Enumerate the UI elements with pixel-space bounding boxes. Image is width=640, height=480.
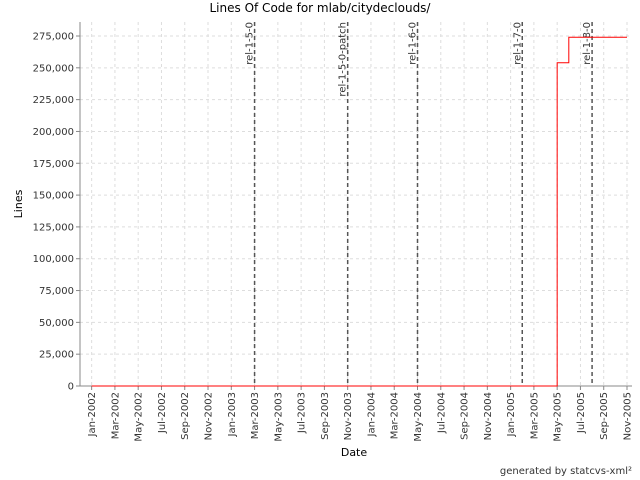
release-label: rel-1-8-0 [582,22,593,65]
x-tick-label: Sep-2003 [320,392,331,440]
y-tick-label: 175,000 [33,159,74,170]
x-tick-label: Nov-2004 [483,392,494,440]
x-tick-label: Mar-2003 [250,392,261,439]
y-tick-label: 75,000 [39,286,74,297]
y-tick-label: 250,000 [33,63,74,74]
y-tick-label: 0 [68,382,74,393]
y-tick-label: 275,000 [33,32,74,43]
x-tick-label: Mar-2004 [390,392,401,439]
y-tick-label: 25,000 [39,350,74,361]
y-tick-label: 50,000 [39,318,74,329]
y-tick-label: 200,000 [33,127,74,138]
x-tick-label: Jul-2005 [576,392,587,434]
x-tick-label: Mar-2005 [529,392,540,439]
series-line [91,36,627,387]
y-tick-label: 150,000 [33,191,74,202]
y-axis-label: Lines [12,189,25,218]
chart-title: Lines Of Code for mlab/citydeclouds/ [210,1,432,15]
x-axis-label: Date [341,446,368,459]
x-tick-label: Sep-2002 [180,392,191,440]
y-tick-label: 125,000 [33,222,74,233]
x-tick-label: Jul-2003 [297,392,308,434]
y-tick-label: 100,000 [33,254,74,265]
x-tick-label: Nov-2002 [204,392,215,440]
release-label: rel-1-6-0 [408,22,419,65]
x-tick-label: May-2003 [273,392,284,442]
x-tick-label: Jan-2002 [87,392,98,437]
x-tick-label: Nov-2005 [623,392,634,440]
x-tick-label: May-2005 [553,392,564,442]
x-tick-label: May-2004 [413,392,424,442]
x-tick-label: Jan-2003 [227,392,238,437]
release-label: rel-1-5-0 [245,22,256,65]
x-tick-label: Sep-2004 [460,392,471,440]
x-tick-label: Sep-2005 [599,392,610,440]
plot-area [80,22,632,386]
footer: generated by statcvs-xml² [500,466,632,477]
release-label: rel-1-7-0 [512,22,523,65]
x-tick-label: Jan-2004 [366,392,377,437]
y-tick-label: 225,000 [33,95,74,106]
x-tick-label: Jul-2004 [436,392,447,434]
x-tick-label: Mar-2002 [110,392,121,439]
x-tick-label: Jan-2005 [506,392,517,437]
x-tick-label: May-2002 [134,392,145,442]
x-tick-label: Nov-2003 [343,392,354,440]
release-label: rel-1-5-0-patch [338,22,349,97]
x-tick-label: Jul-2002 [157,392,168,434]
